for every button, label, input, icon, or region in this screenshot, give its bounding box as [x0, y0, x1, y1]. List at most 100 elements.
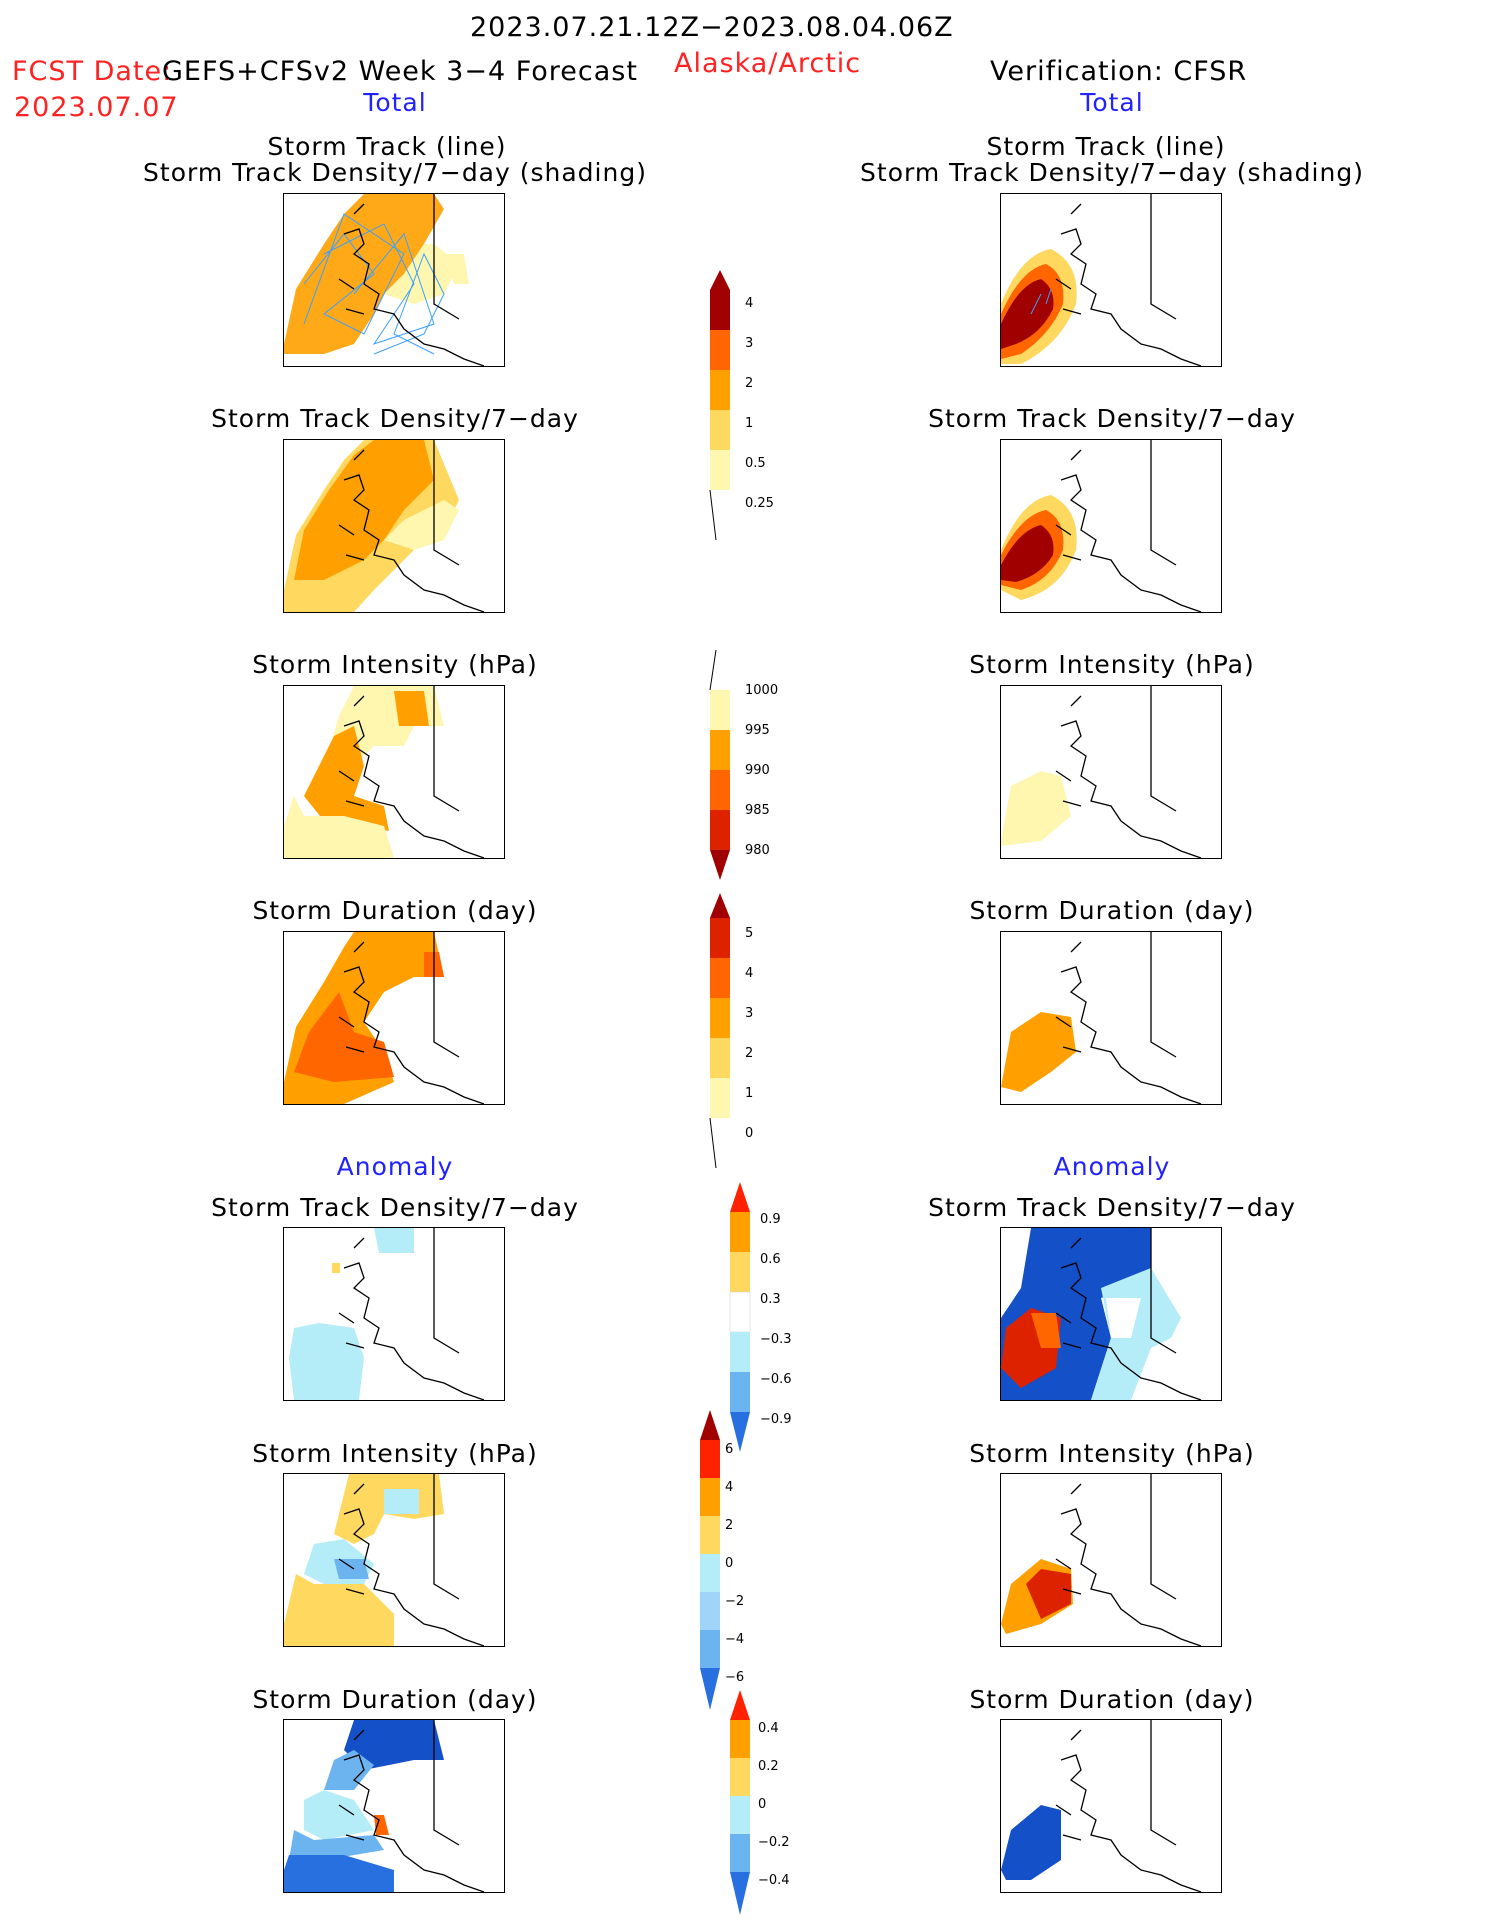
- map-svg: [284, 686, 485, 858]
- cbar-tick: 3: [745, 336, 754, 351]
- cbar-tick: 1: [745, 416, 754, 431]
- map-left-track-line: [283, 193, 505, 367]
- map-right-anom-intensity: [1000, 1473, 1222, 1647]
- map-left-anom-intensity: [283, 1473, 505, 1647]
- region-title: Alaska/Arctic: [674, 48, 862, 79]
- coastline: [338, 1228, 485, 1400]
- left-duration-title: Storm Duration (day): [252, 896, 538, 925]
- map-right-track-line: [1000, 193, 1222, 367]
- cbar-tick: 0.6: [760, 1252, 781, 1267]
- cbar-tick: 0: [725, 1556, 734, 1571]
- coastline: [1055, 1720, 1202, 1892]
- cbar-tick: −0.3: [760, 1332, 792, 1347]
- coastline: [338, 932, 485, 1104]
- coastline: [1055, 194, 1202, 366]
- map-svg: [284, 194, 485, 366]
- cbar-tick: 985: [745, 803, 770, 818]
- map-svg: [284, 440, 485, 612]
- coastline: [338, 686, 485, 858]
- map-svg: [1001, 1720, 1202, 1892]
- cbar-tick: 5: [745, 926, 754, 941]
- map-svg: [284, 1720, 485, 1892]
- cbar-tick: 2: [745, 376, 754, 391]
- verification-label: Verification: CFSR: [990, 56, 1248, 87]
- cbar-tick: 0.4: [758, 1721, 779, 1736]
- map-svg: [1001, 686, 1202, 858]
- coastline: [338, 1474, 485, 1646]
- right-duration-title: Storm Duration (day): [969, 896, 1255, 925]
- map-svg: [284, 1474, 485, 1646]
- cbar-tick: −6: [725, 1670, 745, 1685]
- coastline: [1055, 686, 1202, 858]
- right-density-title: Storm Track Density/7−day: [928, 404, 1296, 433]
- cbar-tick: 990: [745, 763, 770, 778]
- total-right-label: Total: [1080, 88, 1144, 117]
- forecast-model: GEFS+CFSv2 Week 3−4 Forecast: [162, 56, 638, 87]
- fcst-date: 2023.07.07: [14, 92, 179, 123]
- coastline: [1055, 1228, 1202, 1400]
- total-left-label: Total: [363, 88, 427, 117]
- cbar-tick: 0: [758, 1797, 767, 1812]
- right-intensity-title: Storm Intensity (hPa): [969, 650, 1255, 679]
- cbar-tick: 1000: [745, 683, 779, 698]
- map-left-anom-duration: [283, 1719, 505, 1893]
- cbar-tick: 2: [725, 1518, 734, 1533]
- cbar-tick: −0.9: [760, 1412, 792, 1427]
- cbar-tick: 4: [745, 296, 754, 311]
- coastline: [338, 440, 485, 612]
- cbar-tick: 2: [745, 1046, 754, 1061]
- anomaly-right-label: Anomaly: [1053, 1152, 1171, 1181]
- cbar-tick: −2: [725, 1594, 745, 1609]
- cbar-tick: 4: [725, 1480, 734, 1495]
- cbar-tick: 6: [725, 1442, 734, 1457]
- left-anom-duration-title: Storm Duration (day): [252, 1685, 538, 1714]
- map-right-anom-duration: [1000, 1719, 1222, 1893]
- cbar-tick: 995: [745, 723, 770, 738]
- cbar-tick: 0: [745, 1126, 754, 1141]
- map-svg: [1001, 1474, 1202, 1646]
- left-track-shading-title: Storm Track Density/7−day (shading): [143, 158, 647, 187]
- left-intensity-title: Storm Intensity (hPa): [252, 650, 538, 679]
- coastline: [1055, 932, 1202, 1104]
- cbar-tick: 0.25: [745, 496, 774, 511]
- map-svg: [1001, 1228, 1202, 1400]
- right-anom-intensity-title: Storm Intensity (hPa): [969, 1439, 1255, 1468]
- map-right-density: [1000, 439, 1222, 613]
- cbar-tick: 1: [745, 1086, 754, 1101]
- right-anom-duration-title: Storm Duration (day): [969, 1685, 1255, 1714]
- cbar-tick: 3: [745, 1006, 754, 1021]
- colorbar-density-total: [709, 270, 730, 541]
- coastline: [1055, 1474, 1202, 1646]
- colorbar-duration-total: [709, 893, 730, 1169]
- coastline: [338, 1720, 485, 1892]
- left-anom-density-title: Storm Track Density/7−day: [211, 1193, 579, 1222]
- map-svg: [1001, 932, 1202, 1104]
- anomaly-left-label: Anomaly: [336, 1152, 454, 1181]
- coastline: [1055, 440, 1202, 612]
- period-title: 2023.07.21.12Z−2023.08.04.06Z: [470, 12, 954, 43]
- map-left-duration: [283, 931, 505, 1105]
- map-left-density: [283, 439, 505, 613]
- map-right-intensity: [1000, 685, 1222, 859]
- cbar-tick: −4: [725, 1632, 745, 1647]
- map-svg: [284, 932, 485, 1104]
- cbar-tick: 0.2: [758, 1759, 779, 1774]
- map-svg: [289, 1228, 485, 1400]
- left-density-title: Storm Track Density/7−day: [211, 404, 579, 433]
- cbar-tick: −0.6: [760, 1372, 792, 1387]
- right-track-line-title: Storm Track (line): [986, 132, 1226, 161]
- map-left-intensity: [283, 685, 505, 859]
- cbar-tick: 980: [745, 843, 770, 858]
- colorbar-intensity-total: [709, 649, 730, 880]
- map-left-anom-density: [283, 1227, 505, 1401]
- colorbar-duration-anom: [730, 1690, 750, 1915]
- colorbar-density-anom: [729, 1182, 751, 1452]
- cbar-tick: −0.2: [758, 1835, 790, 1850]
- left-track-line-title: Storm Track (line): [267, 132, 507, 161]
- colorbar-intensity-anom: [700, 1410, 720, 1710]
- cbar-tick: 0.5: [745, 456, 766, 471]
- cbar-tick: 0.3: [760, 1292, 781, 1307]
- right-anom-density-title: Storm Track Density/7−day: [928, 1193, 1296, 1222]
- fcst-date-label: FCST Date:: [12, 56, 173, 87]
- map-svg: [1001, 440, 1202, 612]
